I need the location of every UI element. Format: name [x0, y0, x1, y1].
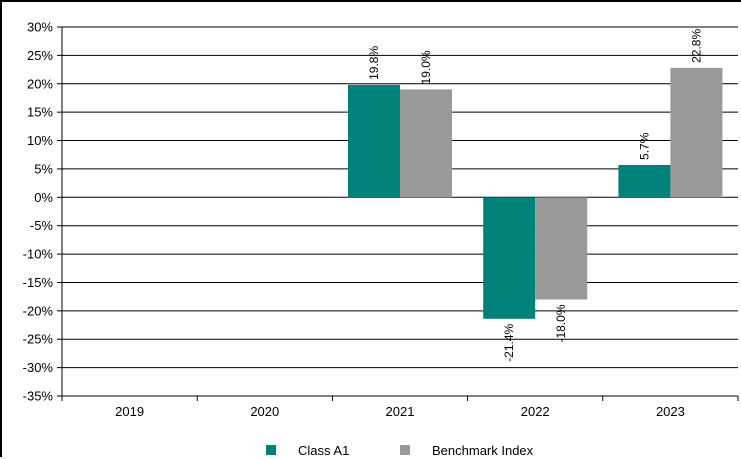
bar — [618, 164, 671, 198]
y-tick-label: -25% — [23, 332, 54, 347]
y-axis: 30% 25% 20% 15% 10% 5% 0% -5% -10% -15% -20% -25% -3… — [23, 20, 63, 404]
bar — [348, 84, 400, 198]
bar — [483, 197, 536, 319]
y-tick-label: -15% — [23, 275, 54, 290]
legend: Class A1 Benchmark Index — [266, 443, 534, 458]
y-tick-label: -35% — [23, 389, 54, 404]
bar — [670, 67, 723, 198]
legend-label: Benchmark Index — [432, 443, 534, 458]
y-tick-label: -10% — [23, 247, 54, 262]
data-label: 19.0% — [419, 50, 433, 84]
bar — [400, 89, 452, 198]
y-tick-label: 10% — [27, 133, 53, 148]
y-tick-label: 30% — [27, 20, 53, 35]
y-tick-label: -30% — [23, 360, 54, 375]
x-tick-label: 2022 — [521, 404, 550, 419]
data-labels: 19.8% 19.0% -21.4% -18.0% 5.7% 22.8% — [367, 29, 703, 362]
legend-swatch — [400, 445, 410, 455]
y-tick-label: -5% — [30, 218, 54, 233]
gridlines — [62, 26, 738, 397]
data-label: -21.4% — [502, 323, 516, 361]
x-tick-label: 2021 — [386, 404, 415, 419]
y-tick-label: -20% — [23, 303, 54, 318]
x-tick-label: 2023 — [656, 404, 685, 419]
x-axis: 2019 2020 2021 2022 2023 — [61, 396, 739, 419]
bar — [535, 197, 588, 300]
bars — [348, 67, 723, 319]
legend-label: Class A1 — [298, 443, 349, 458]
data-label: 22.8% — [689, 29, 703, 63]
data-label: 5.7% — [637, 132, 651, 160]
x-tick-label: 2020 — [250, 404, 279, 419]
y-tick-label: 25% — [27, 48, 53, 63]
data-label: 19.8% — [367, 46, 381, 80]
legend-swatch — [266, 445, 276, 455]
y-tick-label: 0% — [34, 190, 53, 205]
y-tick-label: 5% — [34, 161, 53, 176]
x-tick-label: 2019 — [115, 404, 144, 419]
y-tick-label: 20% — [27, 76, 53, 91]
y-tick-label: 15% — [27, 105, 53, 120]
data-label: -18.0% — [554, 304, 568, 342]
